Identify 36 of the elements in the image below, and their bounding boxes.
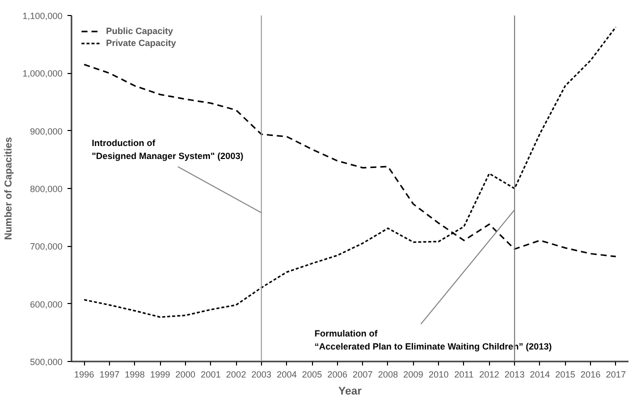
x-tick-label: 2002: [226, 370, 246, 380]
x-tick-label: 2000: [175, 370, 196, 380]
y-tick-label: 1,100,000: [22, 11, 63, 21]
x-tick-label: 2007: [352, 370, 373, 380]
x-tick-label: 2016: [580, 370, 601, 380]
x-tick-label: 2013: [504, 370, 525, 380]
x-axis-title: Year: [338, 386, 362, 398]
annotation: Introduction of "Designed Manager System" (2003): [92, 138, 244, 161]
x-tick-label: 2012: [479, 370, 500, 380]
y-tick-label: 800,000: [30, 184, 63, 194]
x-tick-label: 1996: [74, 370, 94, 380]
x-tick-label: 1997: [99, 370, 120, 380]
y-tick-label: 700,000: [30, 242, 63, 252]
legend-label: Private Capacity: [106, 37, 176, 49]
x-tick-label: 2003: [251, 370, 272, 380]
y-tick-label: 600,000: [30, 299, 63, 310]
x-tick-label: 2014: [530, 370, 550, 380]
y-tick-label: 1,000,000: [22, 68, 63, 79]
y-axis-title: Number of Capacities: [3, 136, 14, 240]
x-tick-label: 1999: [150, 370, 170, 380]
x-tick-label: 2017: [606, 370, 626, 380]
x-tick-label: 2006: [327, 370, 348, 380]
line-series: [83, 26, 617, 318]
annotation: Formulation of “Accelerated Plan to Eliminate Waiting Children” (2013): [314, 328, 552, 352]
x-tick-label: 2015: [555, 370, 576, 380]
x-tick-label: 2005: [302, 370, 322, 380]
x-tick-label: 2004: [276, 370, 297, 380]
x-tick-label: 2009: [403, 370, 424, 380]
x-tick-label: 2001: [200, 370, 221, 380]
y-tick-label: 900,000: [30, 126, 63, 136]
x-tick-label: 2008: [378, 370, 398, 380]
x-tick-label: 2011: [454, 370, 474, 380]
x-tick-label: 2010: [428, 370, 449, 380]
legend-label: Public Capacity: [106, 25, 174, 37]
y-tick-label: 500,000: [30, 357, 63, 367]
x-tick-label: 1998: [124, 370, 145, 380]
